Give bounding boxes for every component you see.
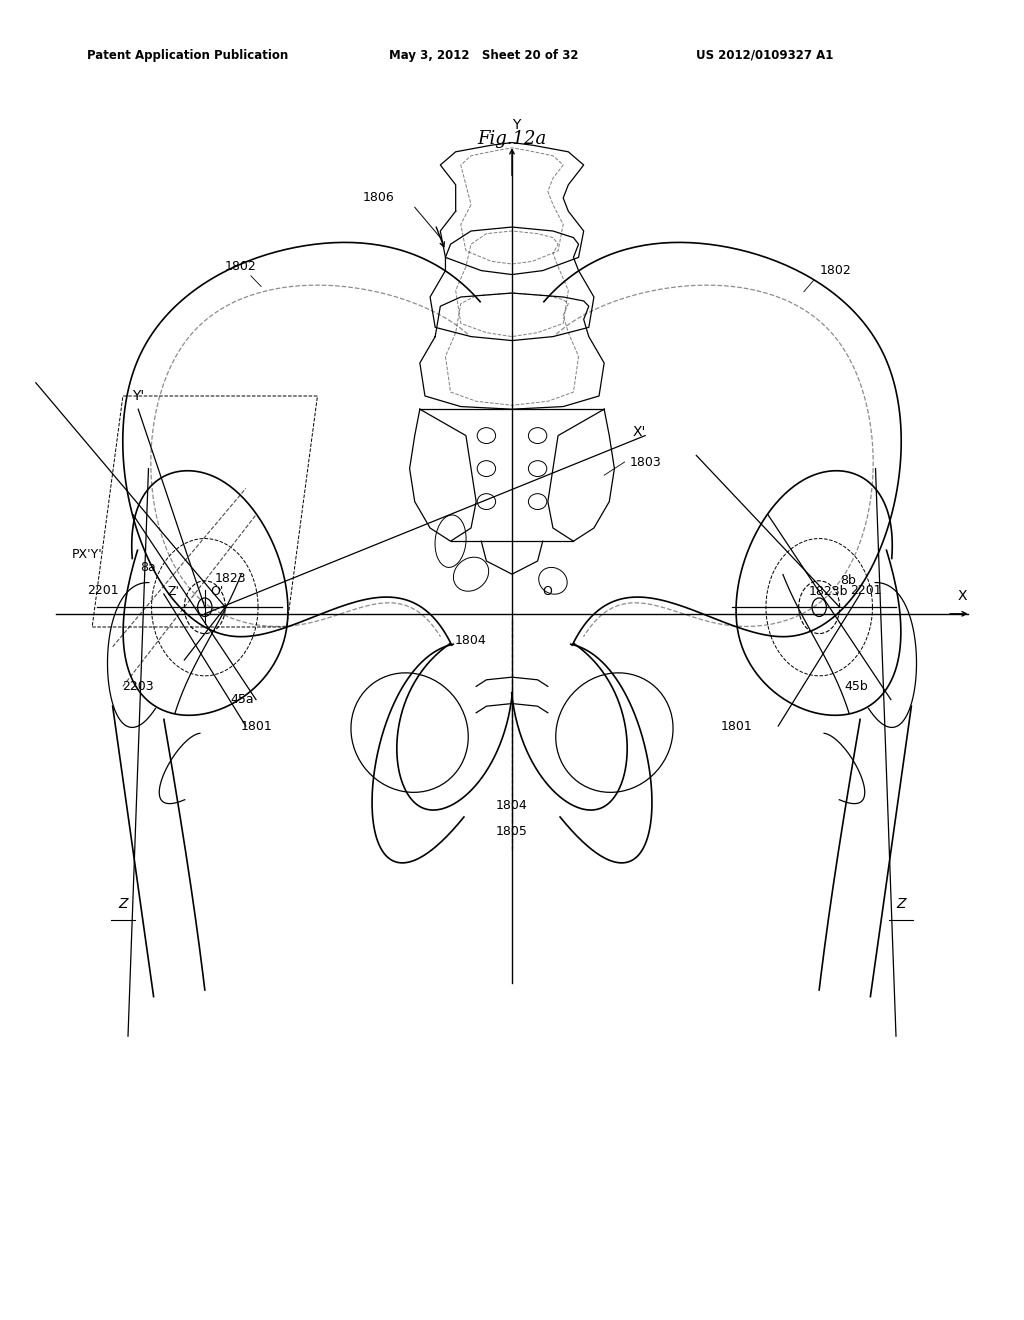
Text: Fig.12a: Fig.12a	[477, 129, 547, 148]
Text: Y': Y'	[132, 389, 144, 403]
Text: 2203: 2203	[123, 680, 154, 693]
Text: May 3, 2012   Sheet 20 of 32: May 3, 2012 Sheet 20 of 32	[389, 49, 579, 62]
Text: X: X	[957, 589, 968, 603]
Text: 1823: 1823	[215, 572, 247, 585]
Text: Patent Application Publication: Patent Application Publication	[87, 49, 289, 62]
Text: 1802: 1802	[224, 260, 257, 273]
Text: Z: Z	[118, 898, 128, 911]
Text: US 2012/0109327 A1: US 2012/0109327 A1	[696, 49, 834, 62]
Text: 1801: 1801	[241, 719, 272, 733]
Text: X': X'	[633, 425, 646, 438]
Text: Y: Y	[512, 117, 520, 132]
Text: 8a: 8a	[140, 561, 157, 574]
Text: O': O'	[210, 585, 223, 598]
Text: 1806: 1806	[362, 191, 395, 205]
Text: 1804: 1804	[455, 634, 487, 647]
Text: 1823b: 1823b	[809, 585, 849, 598]
Text: 45b: 45b	[845, 680, 868, 693]
Text: PX'Y': PX'Y'	[72, 548, 102, 561]
Text: Z': Z'	[167, 585, 179, 598]
Text: 1804: 1804	[496, 799, 528, 812]
Text: 1803: 1803	[630, 455, 662, 469]
Text: 1805: 1805	[496, 825, 528, 838]
Text: 2201: 2201	[850, 583, 882, 597]
Text: O: O	[543, 585, 553, 598]
Text: 45a: 45a	[230, 693, 254, 706]
Text: 1802: 1802	[819, 264, 851, 277]
Text: 2201: 2201	[87, 583, 119, 597]
Text: Z: Z	[896, 898, 906, 911]
Text: 1801: 1801	[721, 719, 753, 733]
Text: 8b: 8b	[840, 574, 856, 587]
